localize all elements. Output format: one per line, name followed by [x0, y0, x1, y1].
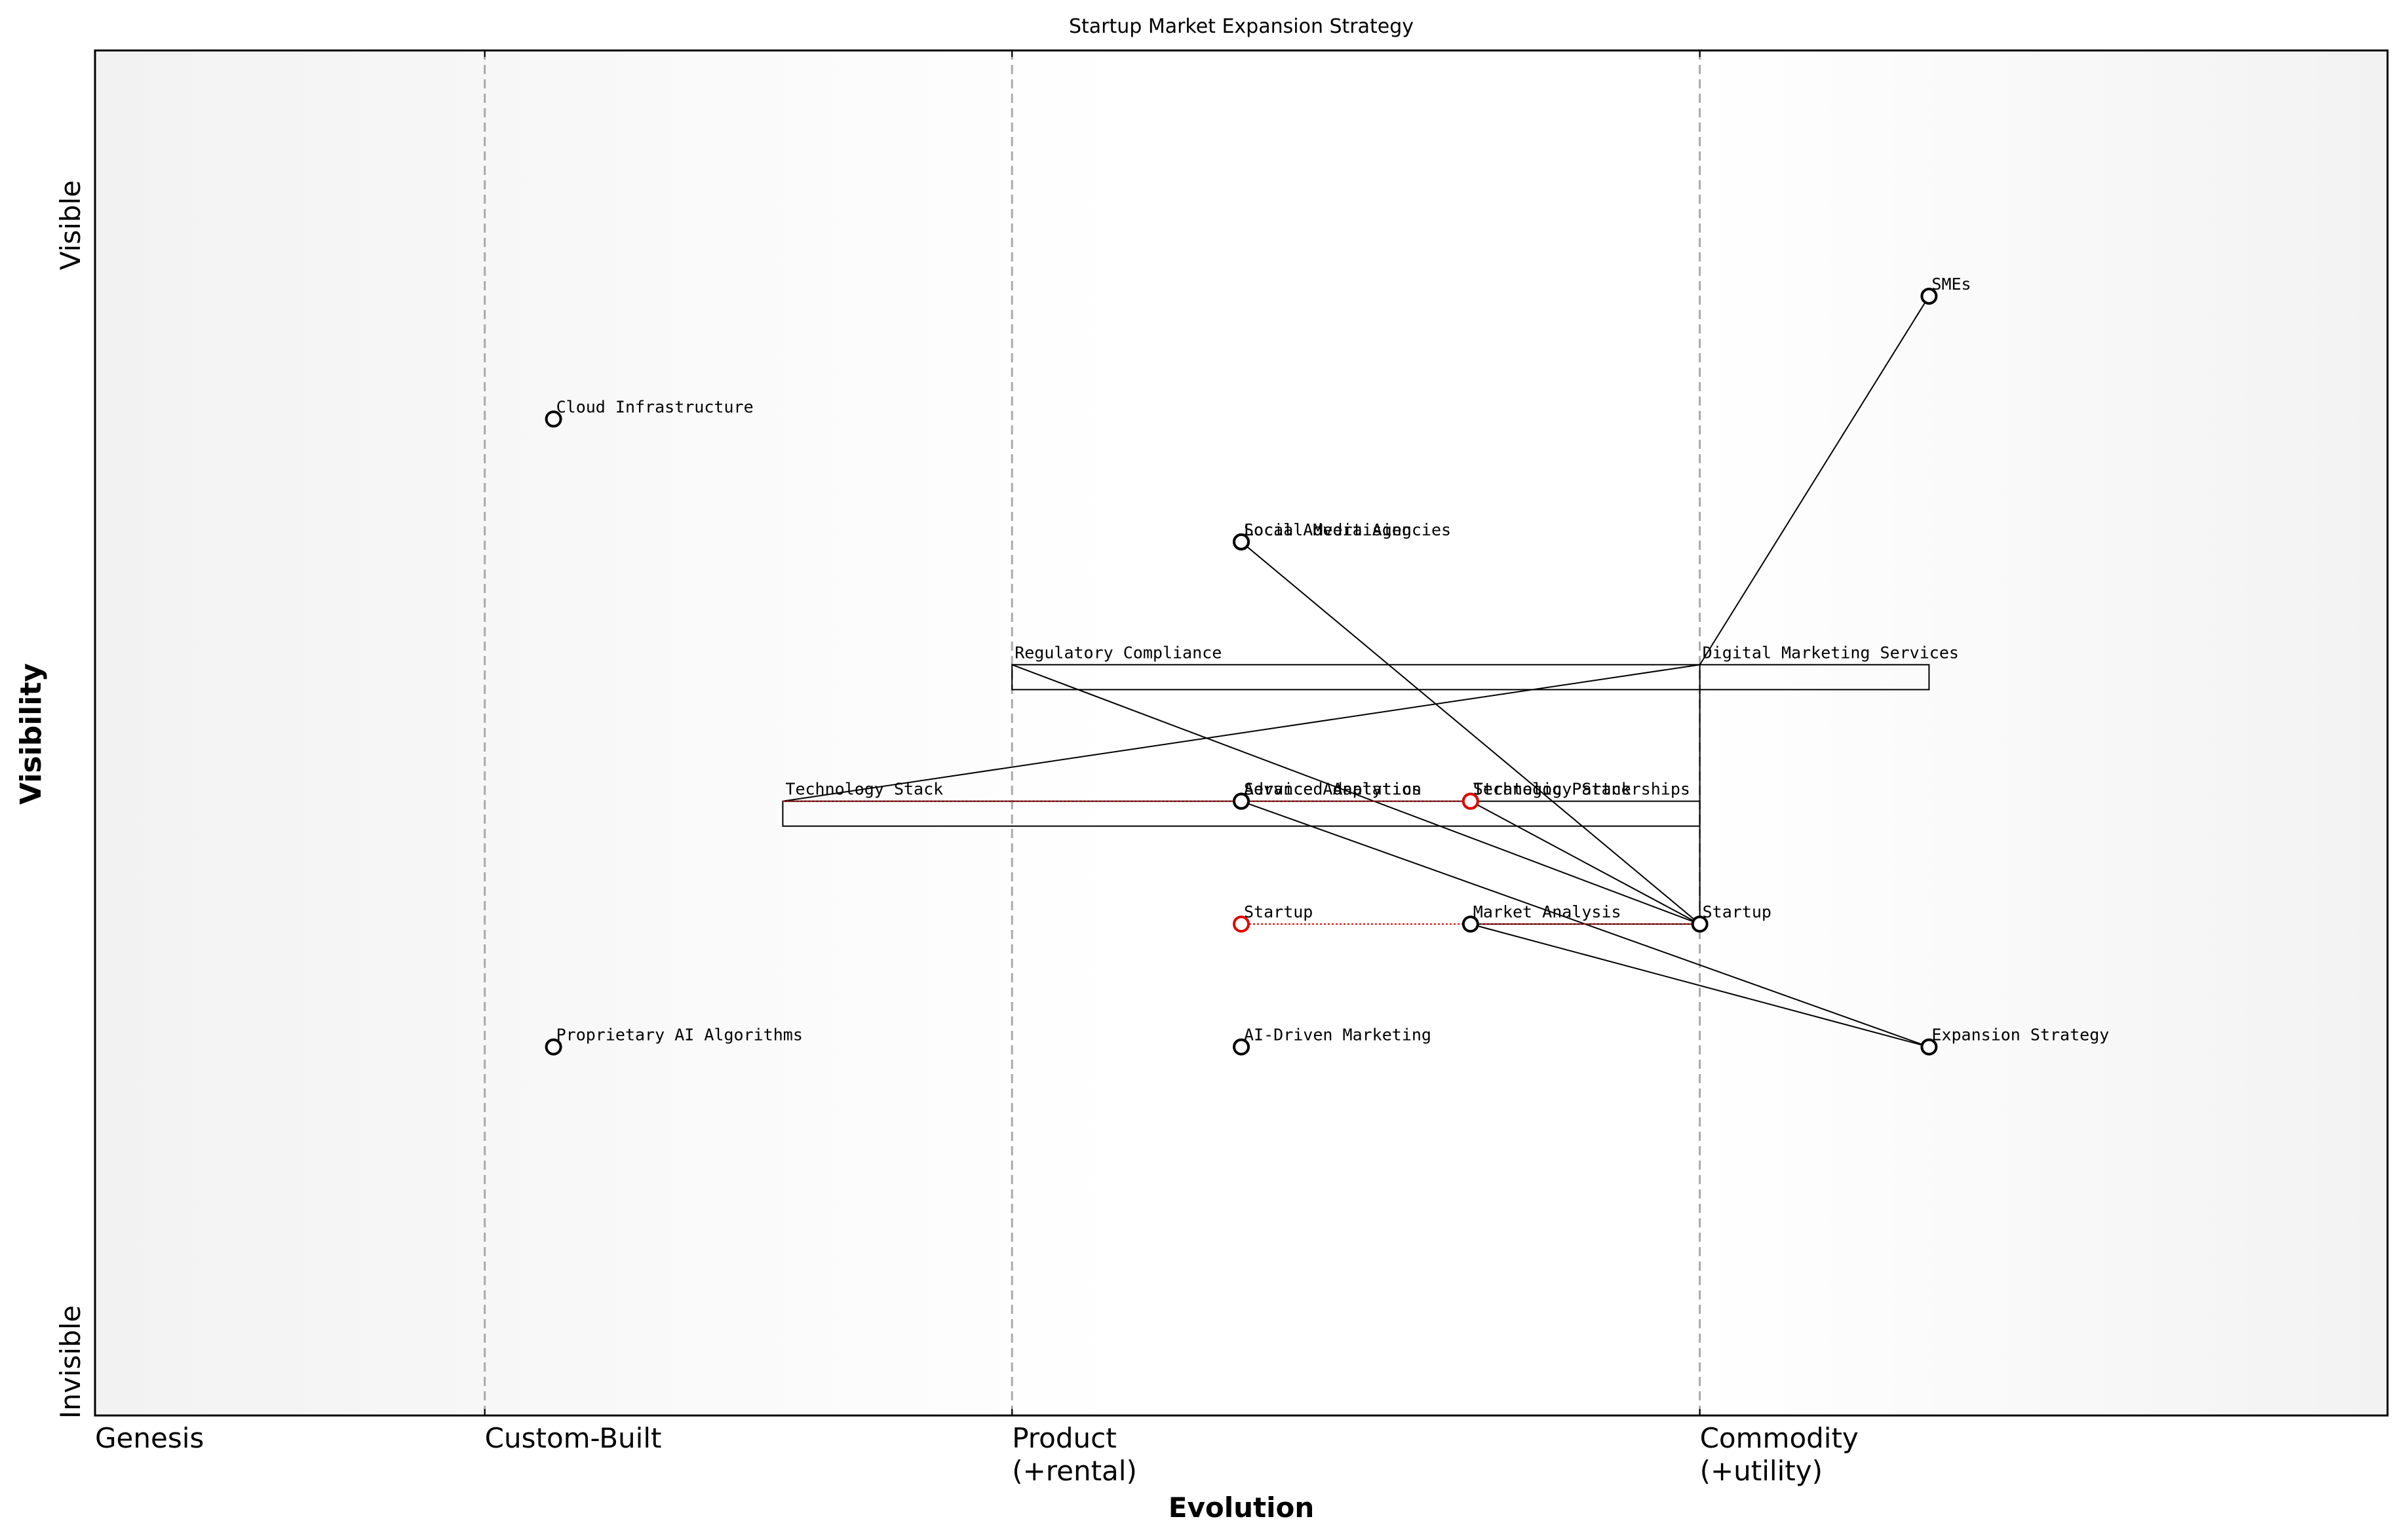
- link: [1699, 296, 1930, 665]
- node-label: Advanced Analytics: [1244, 780, 1422, 799]
- node: [1691, 915, 1709, 933]
- node-label: Regulatory Compliance: [1015, 643, 1222, 662]
- node-label: Service Adaptation: [1244, 780, 1422, 799]
- node: [545, 1038, 562, 1056]
- node-label: Social Media Agencies: [1244, 520, 1451, 539]
- visible-label: Visible: [54, 180, 87, 270]
- node: [1920, 287, 1938, 305]
- pipeline: [1011, 664, 1930, 691]
- link: [1470, 800, 1701, 925]
- node: [1461, 792, 1479, 810]
- node: [1920, 1038, 1938, 1056]
- node-label: Startup: [1244, 902, 1313, 921]
- node-label: Proprietary AI Algorithms: [556, 1026, 803, 1045]
- x-axis-label: Evolution: [1169, 1492, 1314, 1524]
- link: [1241, 541, 1701, 925]
- node: [1233, 915, 1250, 933]
- stage-label: Genesis: [95, 1422, 204, 1454]
- node-label: Market Analysis: [1473, 902, 1621, 921]
- node-label: Technology Stack: [785, 780, 943, 799]
- node-label: AI-Driven Marketing: [1244, 1026, 1431, 1045]
- node-label: Digital Marketing Services: [1703, 643, 1959, 662]
- plot-frame: [94, 49, 2389, 1417]
- node-label: Local Advertising: [1244, 520, 1412, 539]
- link: [1011, 664, 1700, 925]
- node: [1233, 792, 1250, 810]
- node: [1233, 1038, 1250, 1056]
- invisible-label: Invisible: [54, 1305, 87, 1419]
- stage-label: Custom-Built: [484, 1422, 662, 1454]
- node: [1461, 915, 1479, 933]
- link: [783, 664, 1700, 802]
- link: [1470, 923, 1929, 1048]
- node: [545, 410, 562, 428]
- node: [1233, 533, 1250, 550]
- node-label: Cloud Infrastructure: [556, 397, 754, 416]
- node-label: Expansion Strategy: [1931, 1026, 2109, 1045]
- node-label: Startup: [1703, 902, 1771, 921]
- stage-label: Commodity (+utility): [1699, 1422, 1859, 1488]
- node-label: Strategic Partnerships: [1473, 780, 1690, 799]
- chart-title: Startup Market Expansion Strategy: [1069, 15, 1414, 38]
- node-label: SMEs: [1931, 275, 1971, 294]
- node-label: Technology Stack: [1473, 780, 1631, 799]
- y-axis-label: Visibility: [14, 663, 48, 805]
- stage-label: Product (+rental): [1012, 1422, 1137, 1488]
